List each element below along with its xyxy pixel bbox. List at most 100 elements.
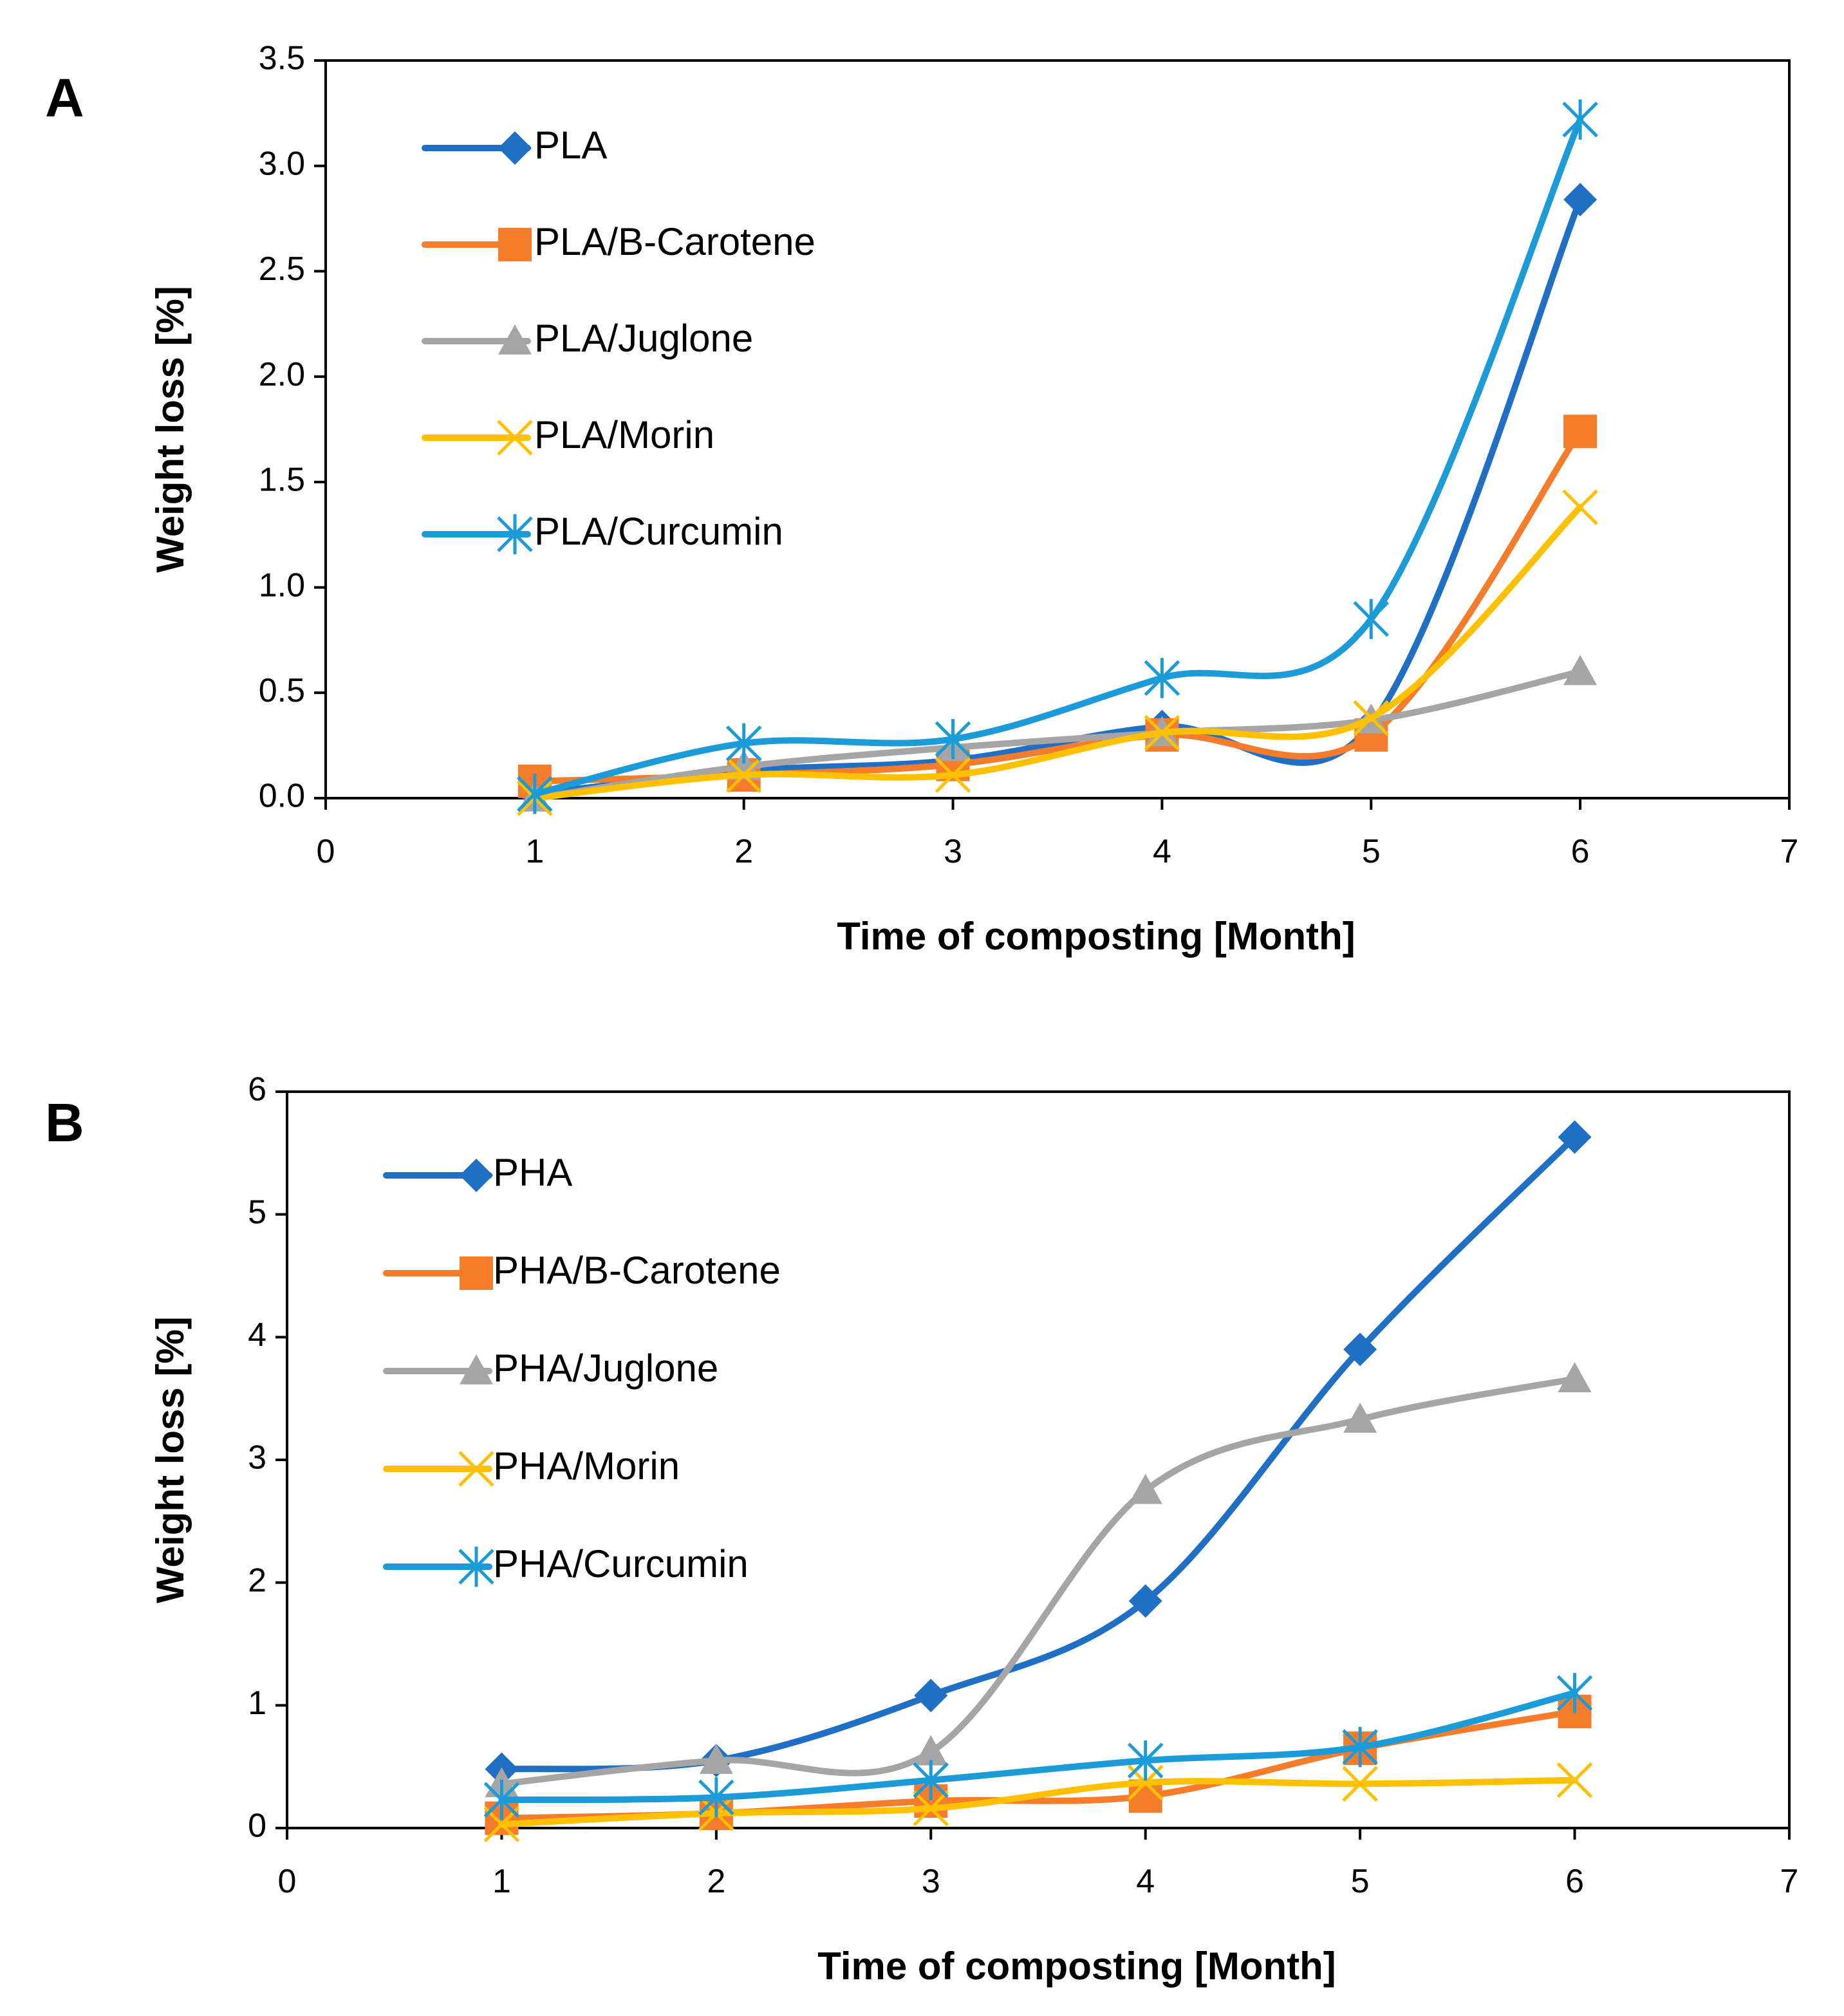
legend-label: PLA bbox=[534, 124, 607, 167]
data-point bbox=[725, 757, 762, 793]
x-tick-label: 3 bbox=[922, 1863, 940, 1900]
data-point bbox=[1144, 714, 1180, 751]
x-tick-label: 5 bbox=[1351, 1863, 1370, 1900]
series-PHA/Curcumin bbox=[483, 1673, 1593, 1820]
legend-marker bbox=[458, 1451, 494, 1487]
data-point bbox=[914, 1735, 948, 1766]
series-line bbox=[531, 668, 1584, 801]
y-tick-label: 1 bbox=[248, 1685, 266, 1722]
legend-label: PHA/Morin bbox=[493, 1444, 680, 1488]
legend-label: PHA/Juglone bbox=[493, 1347, 718, 1390]
data-point bbox=[913, 1790, 949, 1827]
data-point bbox=[1128, 1473, 1162, 1504]
y-tick-label: 1.0 bbox=[259, 566, 305, 604]
data-point bbox=[914, 1679, 948, 1713]
x-tick-label: 1 bbox=[492, 1863, 511, 1900]
series-PLA/Juglone bbox=[517, 655, 1597, 812]
legend-label: PHA/B-Carotene bbox=[493, 1249, 781, 1292]
series-line bbox=[498, 1690, 1578, 1804]
data-point bbox=[1558, 1362, 1592, 1392]
series-line bbox=[531, 428, 1584, 785]
data-point bbox=[698, 1777, 734, 1818]
data-point bbox=[935, 719, 971, 760]
data-point bbox=[1563, 655, 1597, 686]
y-tick-label: 0 bbox=[248, 1807, 266, 1845]
series-PHA/Juglone bbox=[485, 1362, 1592, 1798]
x-axis-title: Time of composting [Month] bbox=[837, 915, 1355, 958]
panel-label: B bbox=[45, 1092, 84, 1153]
data-point bbox=[1563, 415, 1597, 449]
legend-label: PHA/Curcumin bbox=[493, 1542, 749, 1585]
series-PLA/Curcumin bbox=[517, 99, 1598, 814]
legend-marker bbox=[460, 1159, 493, 1192]
y-tick-label: 3.5 bbox=[259, 40, 305, 77]
legend-marker bbox=[460, 1354, 493, 1385]
series-line bbox=[531, 504, 1584, 801]
x-tick-label: 6 bbox=[1571, 833, 1590, 870]
chart-panel-A: A 0.0 0.5 1.0 1.5 2.0 2.5 3.0 3.5 0 1 2 3 4 5 6 7 Time of… bbox=[45, 40, 1798, 958]
chart-panel-B: B 0 1 2 3 4 5 6 0 1 2 3 4 5 6 7 Time of composting [Mont… bbox=[45, 1071, 1798, 1988]
y-tick-label: 2.0 bbox=[259, 356, 305, 393]
legend-marker bbox=[498, 324, 532, 355]
y-tick-label: 5 bbox=[248, 1193, 266, 1231]
x-tick-label: 1 bbox=[525, 833, 544, 870]
data-point bbox=[1563, 183, 1597, 217]
legend: PLA PLA/B-Carotene PLA/Juglone PLA/Morin PLA… bbox=[422, 124, 815, 555]
y-tick-label: 2 bbox=[248, 1562, 266, 1599]
data-point bbox=[725, 723, 762, 764]
x-tick-label: 6 bbox=[1565, 1863, 1584, 1900]
series-PLA/Morin bbox=[517, 489, 1598, 816]
y-tick-label: 1.5 bbox=[259, 462, 305, 499]
x-tick-label: 4 bbox=[1136, 1863, 1155, 1900]
x-tick-label: 4 bbox=[1153, 833, 1171, 870]
data-point bbox=[1556, 1762, 1593, 1798]
legend-label: PHA bbox=[493, 1151, 572, 1194]
legend-label: PLA/Morin bbox=[534, 413, 714, 456]
panel-label: A bbox=[45, 68, 84, 128]
legend-label: PLA/Juglone bbox=[534, 317, 753, 360]
x-tick-label: 0 bbox=[278, 1863, 297, 1900]
y-tick-label: 3 bbox=[248, 1439, 266, 1477]
series-line bbox=[531, 116, 1584, 798]
legend-marker bbox=[497, 514, 533, 555]
series-line bbox=[498, 1376, 1578, 1787]
x-tick-label: 2 bbox=[734, 833, 753, 870]
x-tick-label: 5 bbox=[1362, 833, 1381, 870]
x-tick-label: 7 bbox=[1780, 833, 1799, 870]
legend-marker bbox=[497, 420, 533, 456]
x-axis-title: Time of composting [Month] bbox=[817, 1945, 1336, 1988]
data-point bbox=[1562, 99, 1598, 140]
x-tick-label: 7 bbox=[1780, 1863, 1799, 1900]
x-tick-label: 0 bbox=[317, 833, 335, 870]
data-point bbox=[1144, 658, 1180, 698]
legend-marker bbox=[460, 1256, 493, 1290]
data-point bbox=[1353, 700, 1390, 736]
data-point bbox=[699, 1744, 733, 1774]
data-point bbox=[1558, 1120, 1592, 1154]
plot-area-border bbox=[324, 59, 1791, 799]
y-tick-label: 3.0 bbox=[259, 145, 305, 182]
data-point bbox=[913, 1760, 949, 1800]
data-point bbox=[1562, 489, 1598, 525]
data-point bbox=[483, 1779, 520, 1820]
series-line bbox=[498, 1777, 1578, 1828]
y-axis-title: Weight loss [%] bbox=[149, 1316, 192, 1603]
data-point bbox=[1342, 1766, 1378, 1802]
series-line bbox=[531, 196, 1584, 798]
data-point bbox=[1343, 1332, 1377, 1367]
y-tick-label: 0.0 bbox=[259, 778, 305, 815]
data-point bbox=[1353, 599, 1390, 639]
x-tick-label: 3 bbox=[944, 833, 962, 870]
data-point bbox=[1556, 1673, 1593, 1713]
legend-marker bbox=[458, 1546, 494, 1587]
data-point bbox=[1128, 1584, 1162, 1618]
data-point bbox=[1127, 1740, 1164, 1781]
y-axis-title: Weight loss [%] bbox=[149, 286, 192, 573]
y-tick-label: 4 bbox=[248, 1316, 266, 1354]
y-tick-label: 0.5 bbox=[259, 672, 305, 709]
data-point bbox=[517, 774, 553, 814]
legend-marker bbox=[498, 228, 532, 261]
y-tick-label: 2.5 bbox=[259, 250, 305, 288]
y-tick-label: 6 bbox=[248, 1071, 266, 1108]
